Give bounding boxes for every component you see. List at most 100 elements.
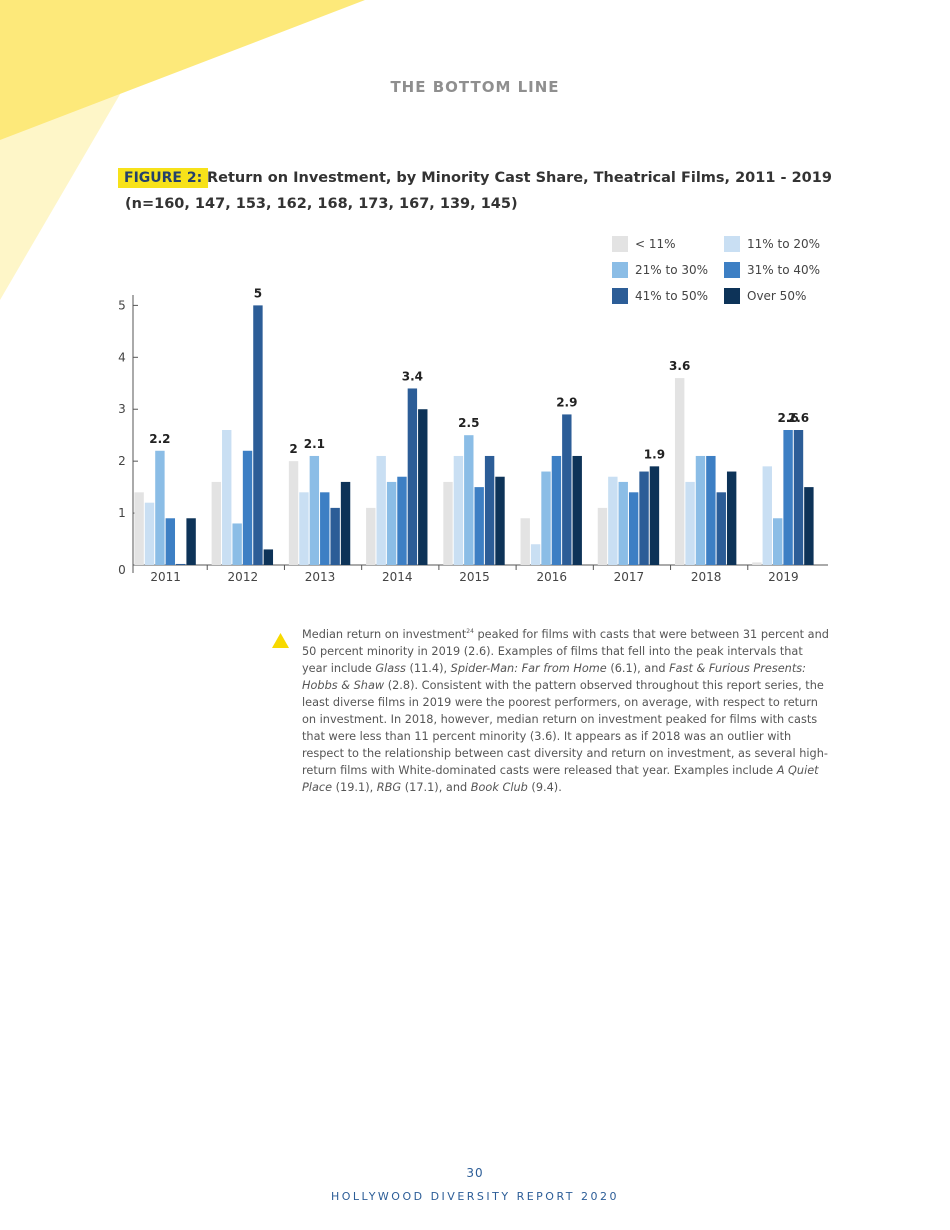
bar — [608, 476, 618, 565]
x-tick-label: 2014 — [382, 570, 413, 584]
value-label: 3.4 — [402, 369, 423, 383]
bar — [597, 507, 608, 565]
bar — [288, 461, 299, 565]
figure-label: FIGURE 2: — [118, 168, 209, 188]
bar — [366, 507, 376, 565]
y-tick-label: 2 — [118, 454, 126, 468]
text-run: Glass — [375, 662, 406, 675]
bar — [176, 563, 186, 565]
bar — [453, 455, 464, 565]
bar — [418, 409, 428, 565]
value-label: 1.9 — [644, 447, 665, 461]
legend-swatch — [724, 288, 740, 304]
value-label: 2.5 — [458, 416, 479, 430]
figure-subtitle: (n=160, 147, 153, 162, 168, 173, 167, 13… — [125, 196, 518, 212]
y-tick-label: 5 — [118, 298, 126, 312]
bar — [330, 507, 340, 565]
legend-swatch — [612, 288, 628, 304]
bar — [464, 435, 474, 565]
section-header: THE BOTTOM LINE — [390, 78, 560, 96]
bar — [474, 487, 484, 565]
y-tick-label: 3 — [118, 402, 126, 416]
footnote-ref: 24 — [466, 628, 474, 635]
text-run: (2.8). Consistent with the pattern obser… — [302, 679, 828, 777]
value-label: 2.6 — [788, 411, 809, 425]
bar — [674, 378, 685, 565]
bar — [783, 430, 793, 565]
body-paragraph: Median return on investment24 peaked for… — [302, 626, 830, 796]
bar — [551, 455, 562, 565]
x-tick-label: 2011 — [150, 570, 181, 584]
bar — [716, 492, 726, 565]
bar — [242, 450, 253, 565]
bar — [309, 455, 320, 565]
value-label: 2 — [289, 442, 297, 456]
bar — [726, 471, 737, 565]
text-run: Fast & Furious Presents: Hobbs & Shaw — [302, 662, 806, 692]
text-run: (9.4). — [527, 781, 562, 794]
bar — [165, 518, 176, 565]
bar — [695, 455, 706, 565]
text-run: Book Club — [470, 781, 528, 794]
value-label: 3.6 — [669, 359, 690, 373]
bar — [263, 549, 274, 565]
bar — [628, 492, 639, 565]
bar — [484, 455, 495, 565]
bar — [397, 476, 407, 565]
bar — [793, 430, 804, 565]
value-label: 2.6 — [777, 411, 798, 425]
x-tick-label: 2012 — [228, 570, 259, 584]
bar — [232, 523, 242, 565]
text-run: RBG — [376, 781, 402, 794]
bar — [386, 481, 397, 565]
bg-shape — [0, 0, 365, 140]
bar — [520, 518, 530, 565]
x-tick-label: 2019 — [768, 570, 799, 584]
bar — [155, 450, 165, 565]
bar — [572, 455, 582, 565]
legend-label: 21% to 30% — [635, 263, 708, 277]
y-tick-label: 4 — [118, 350, 126, 364]
legend-swatch — [612, 236, 628, 252]
bar — [541, 471, 551, 565]
text-run: (19.1), — [332, 781, 377, 794]
text-run: A Quiet Place — [302, 764, 819, 794]
x-tick-label: 2015 — [459, 570, 490, 584]
value-label: 2.9 — [556, 395, 577, 409]
bar — [376, 455, 386, 565]
bar — [706, 455, 716, 565]
bar — [762, 466, 772, 565]
bar — [530, 544, 541, 565]
bar — [618, 481, 628, 565]
legend-label: < 11% — [635, 237, 676, 251]
bar — [222, 430, 232, 565]
page-number: 30 — [466, 1166, 484, 1180]
bar — [340, 481, 351, 565]
bar — [804, 487, 814, 565]
figure-title: Return on Investment, by Minority Cast S… — [207, 170, 832, 186]
bar — [649, 466, 660, 565]
text-run: (17.1), and — [401, 781, 471, 794]
bar — [443, 481, 453, 565]
x-tick-label: 2016 — [536, 570, 567, 584]
bullet-triangle — [272, 633, 289, 648]
legend-swatch — [724, 236, 740, 252]
text-run: (11.4), — [405, 662, 451, 675]
text-run: peaked for films with casts that were be… — [302, 628, 829, 675]
legend-swatch — [612, 262, 628, 278]
legend-label: 41% to 50% — [635, 289, 708, 303]
text-run: Spider-Man: Far from Home — [450, 662, 607, 675]
text-run: Median return on investment — [302, 628, 467, 641]
bar — [320, 492, 330, 565]
x-tick-label: 2017 — [614, 570, 645, 584]
y-tick-label: 0 — [118, 563, 126, 577]
bar — [772, 518, 783, 565]
bar — [134, 492, 144, 565]
legend-label: 31% to 40% — [747, 263, 820, 277]
y-tick-label: 1 — [118, 506, 126, 520]
bar — [685, 481, 695, 565]
text-run: (6.1), and — [606, 662, 670, 675]
legend-label: Over 50% — [747, 289, 806, 303]
